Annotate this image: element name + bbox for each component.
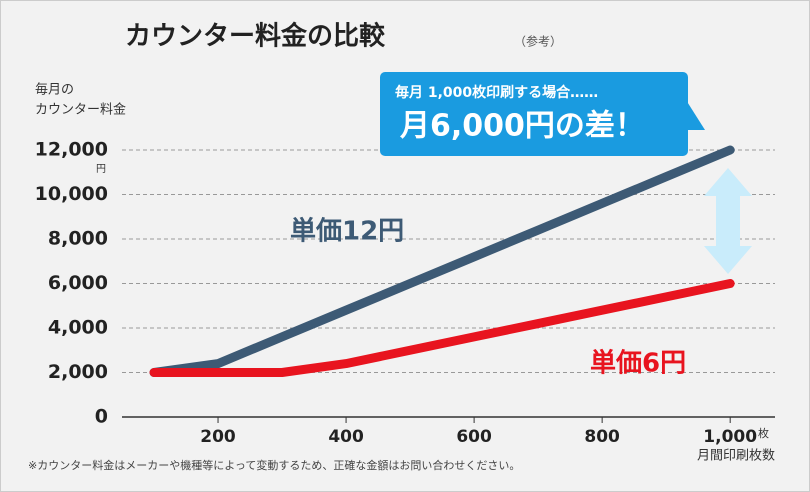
- x-tick-label: 200: [200, 427, 236, 447]
- series-label: 単価6円: [590, 349, 686, 379]
- y-tick-label: 6,000: [48, 272, 108, 294]
- axes: 0 2,000 4,000 6,000 8,000 10,000 12,000 200 400 6…: [35, 139, 775, 447]
- y-tick-label: 8,000: [48, 228, 108, 250]
- callout: 毎月 1,000枚印刷する場合…… 月6,000円の差！: [380, 72, 705, 156]
- series-label: 単価12円: [290, 217, 404, 247]
- y-tick-label: 10,000: [35, 183, 108, 205]
- note: ※カウンター料金はメーカーや機種等によって変動するため、正確な金額はお問い合わせ…: [28, 458, 520, 472]
- x-tick-label: 400: [328, 427, 364, 447]
- y-tick-label: 0: [95, 406, 108, 428]
- x-unit: 枚: [758, 426, 769, 440]
- y-tick-label: 4,000: [48, 317, 108, 339]
- chart-subtitle: （参考）: [514, 34, 562, 49]
- series-line: [149, 145, 735, 377]
- y-tick-label: 2,000: [48, 361, 108, 383]
- y-label: カウンター料金: [35, 102, 126, 118]
- x-label: 月間印刷枚数: [697, 449, 775, 464]
- x-tick-label: 800: [584, 427, 620, 447]
- chart-title: カウンター料金の比較: [125, 21, 386, 52]
- y-tick-label: 12,000: [35, 139, 108, 161]
- x-tick-label: 1,000: [703, 427, 757, 447]
- y-unit: 円: [96, 164, 106, 175]
- difference-arrow: [704, 168, 752, 274]
- y-label: 毎月の: [35, 82, 74, 98]
- series-line: [149, 279, 735, 377]
- x-tick-label: 600: [456, 427, 492, 447]
- callout-line: 毎月 1,000枚印刷する場合……: [395, 84, 598, 101]
- callout-headline: 月6,000円の差！: [400, 109, 645, 144]
